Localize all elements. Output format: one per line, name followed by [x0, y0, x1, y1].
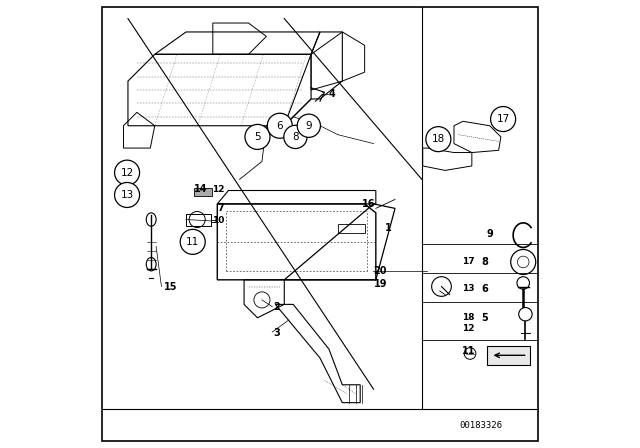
Text: 16: 16 — [362, 199, 375, 209]
Text: 12: 12 — [461, 324, 474, 333]
Text: 11: 11 — [186, 237, 199, 247]
Text: 9: 9 — [486, 229, 493, 239]
Text: 3: 3 — [273, 328, 280, 338]
Text: 12: 12 — [212, 185, 225, 194]
Text: 10: 10 — [212, 216, 224, 225]
Text: 2: 2 — [273, 302, 280, 312]
Text: 14: 14 — [194, 184, 207, 194]
Circle shape — [519, 307, 532, 321]
Text: 6: 6 — [276, 121, 283, 131]
Text: 8: 8 — [292, 132, 299, 142]
FancyBboxPatch shape — [488, 346, 530, 365]
Text: 17: 17 — [461, 258, 474, 267]
Text: 11: 11 — [461, 346, 475, 356]
Text: 19: 19 — [374, 279, 387, 289]
Text: 7: 7 — [217, 203, 224, 213]
Text: 12: 12 — [120, 168, 134, 178]
Circle shape — [426, 127, 451, 152]
Text: 00183326: 00183326 — [460, 422, 502, 431]
Text: 1: 1 — [385, 224, 392, 233]
Text: 20: 20 — [374, 266, 387, 276]
Circle shape — [284, 125, 307, 149]
Text: 18: 18 — [432, 134, 445, 144]
Text: 18: 18 — [461, 313, 474, 322]
Circle shape — [115, 160, 140, 185]
Text: 13: 13 — [120, 190, 134, 200]
Text: 5: 5 — [482, 313, 488, 323]
Text: 15: 15 — [164, 281, 177, 292]
Circle shape — [115, 182, 140, 207]
Circle shape — [268, 113, 292, 138]
Text: 5: 5 — [254, 132, 260, 142]
Text: 17: 17 — [497, 114, 509, 124]
Circle shape — [297, 114, 321, 138]
Text: 8: 8 — [482, 257, 488, 267]
Text: 13: 13 — [461, 284, 474, 293]
Bar — [186, 214, 211, 226]
Circle shape — [245, 125, 270, 150]
Text: 6: 6 — [482, 284, 488, 294]
Circle shape — [491, 107, 516, 132]
Text: 4: 4 — [329, 89, 336, 99]
Text: 9: 9 — [305, 121, 312, 131]
Circle shape — [180, 229, 205, 254]
Bar — [194, 188, 212, 196]
